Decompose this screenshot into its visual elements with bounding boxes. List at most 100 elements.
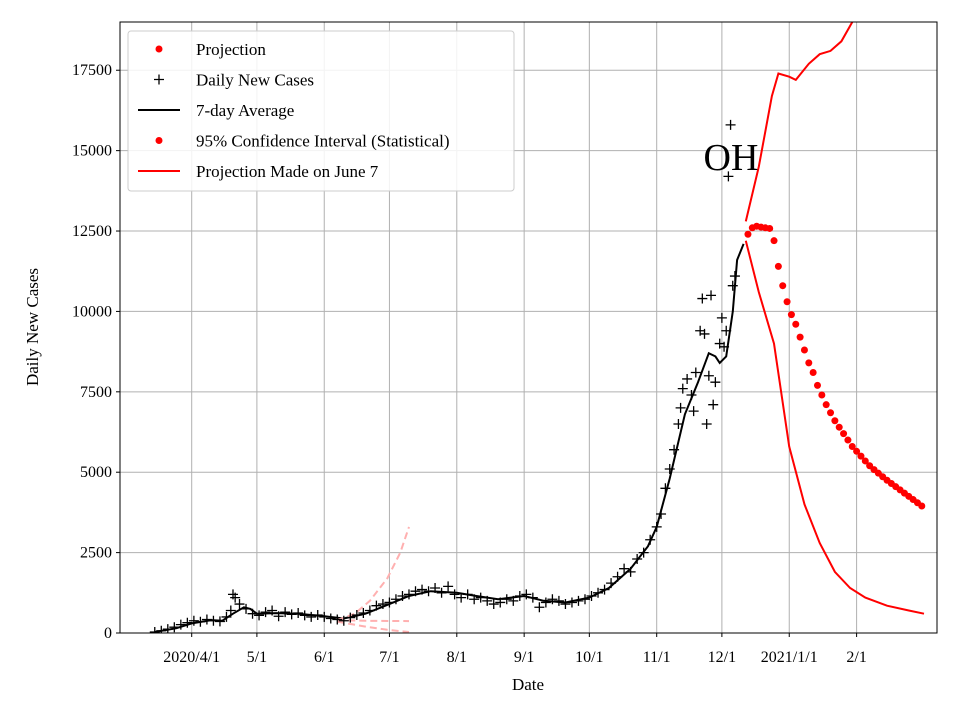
projection-dot bbox=[744, 230, 752, 238]
projection-dot bbox=[783, 298, 791, 306]
daily-case-marker bbox=[547, 594, 558, 605]
y-axis-label: Daily New Cases bbox=[23, 268, 42, 386]
x-tick-label: 2021/1/1 bbox=[761, 649, 818, 666]
projection-dot bbox=[827, 409, 835, 417]
daily-case-marker bbox=[221, 611, 232, 622]
daily-case-marker bbox=[410, 586, 421, 597]
daily-case-marker bbox=[593, 587, 604, 598]
series-line bbox=[337, 620, 410, 633]
x-tick-label: 8/1 bbox=[447, 649, 467, 666]
daily-case-marker bbox=[175, 619, 186, 630]
daily-case-marker bbox=[645, 534, 656, 545]
daily-case-marker bbox=[267, 605, 278, 616]
daily-case-marker bbox=[149, 627, 160, 633]
x-tick-label: 11/1 bbox=[643, 649, 671, 666]
y-tick-label: 15000 bbox=[72, 143, 112, 160]
daily-case-marker bbox=[293, 608, 304, 619]
projection-dot bbox=[822, 401, 830, 409]
series-line bbox=[337, 619, 410, 623]
projection-dot bbox=[853, 447, 861, 455]
x-axis-ticks: 2020/4/1 5/1 6/1 7/1 8/1 9/1 10/1 11/1 12/1 2021/… bbox=[163, 633, 867, 666]
daily-case-marker bbox=[449, 589, 460, 600]
x-tick-label: 2/1 bbox=[846, 649, 866, 666]
daily-case-marker bbox=[488, 599, 499, 610]
projection-dot bbox=[787, 311, 795, 319]
series-line bbox=[154, 243, 745, 633]
projection-dot bbox=[796, 333, 804, 341]
daily-case-marker bbox=[725, 119, 736, 130]
daily-case-marker bbox=[475, 592, 486, 603]
projection-dot bbox=[818, 391, 826, 399]
daily-case-marker bbox=[719, 341, 730, 352]
daily-case-marker bbox=[579, 594, 590, 605]
daily-case-marker bbox=[156, 625, 167, 633]
daily-case-marker bbox=[612, 571, 623, 582]
daily-case-marker bbox=[697, 293, 708, 304]
daily-case-marker bbox=[677, 383, 688, 394]
daily-case-marker bbox=[338, 615, 349, 626]
series-layer bbox=[149, 22, 926, 633]
legend: Projection Daily New Cases 7-day Average 95… bbox=[127, 30, 515, 192]
daily-case-marker bbox=[495, 597, 506, 608]
series-daily-new-cases bbox=[149, 119, 740, 633]
daily-case-marker bbox=[247, 608, 258, 619]
legend-box bbox=[127, 30, 515, 192]
daily-case-marker bbox=[280, 607, 291, 618]
daily-case-marker bbox=[656, 509, 667, 520]
daily-case-marker bbox=[573, 595, 584, 606]
daily-case-marker bbox=[706, 290, 717, 301]
daily-case-marker bbox=[234, 599, 245, 610]
daily-case-marker bbox=[456, 592, 467, 603]
daily-case-marker bbox=[482, 595, 493, 606]
daily-case-marker bbox=[162, 624, 173, 633]
series-line bbox=[744, 22, 854, 222]
daily-case-marker bbox=[364, 605, 375, 616]
daily-case-marker bbox=[443, 581, 454, 592]
series-projection bbox=[744, 222, 926, 510]
daily-case-marker bbox=[230, 592, 241, 603]
series-7-day-average bbox=[154, 243, 745, 633]
daily-case-marker bbox=[260, 607, 271, 618]
daily-case-marker bbox=[508, 595, 519, 606]
daily-case-marker bbox=[397, 591, 408, 602]
daily-case-marker bbox=[384, 597, 395, 608]
daily-case-marker bbox=[345, 612, 356, 623]
daily-case-marker bbox=[675, 402, 686, 413]
daily-case-marker bbox=[423, 586, 434, 597]
daily-case-marker bbox=[195, 616, 206, 627]
daily-case-marker bbox=[566, 597, 577, 608]
daily-case-marker bbox=[638, 547, 649, 558]
projection-dot bbox=[813, 381, 821, 389]
x-tick-label: 2020/4/1 bbox=[163, 649, 220, 666]
daily-case-marker bbox=[521, 589, 532, 600]
series-projection-lower bbox=[744, 240, 925, 615]
projection-dot bbox=[774, 262, 782, 270]
projection-dot bbox=[809, 369, 817, 377]
daily-case-marker bbox=[319, 611, 330, 622]
daily-case-marker bbox=[669, 444, 680, 455]
daily-case-marker bbox=[299, 610, 310, 621]
x-tick-label: 6/1 bbox=[314, 649, 334, 666]
daily-case-marker bbox=[501, 594, 512, 605]
projection-dot bbox=[861, 457, 869, 465]
daily-case-marker bbox=[729, 271, 740, 282]
daily-case-marker bbox=[703, 370, 714, 381]
daily-case-marker bbox=[514, 591, 525, 602]
daily-case-marker bbox=[436, 587, 447, 598]
daily-case-marker bbox=[462, 589, 473, 600]
daily-case-marker bbox=[688, 406, 699, 417]
daily-case-marker bbox=[254, 610, 265, 621]
series-june-7-ci-mid bbox=[337, 619, 410, 623]
y-tick-label: 0 bbox=[104, 625, 112, 642]
daily-case-marker bbox=[723, 171, 734, 182]
series-line bbox=[336, 526, 410, 622]
daily-case-marker bbox=[586, 591, 597, 602]
daily-case-marker bbox=[619, 563, 630, 574]
legend-dot-icon bbox=[155, 137, 163, 144]
projection-dot bbox=[766, 224, 774, 232]
daily-case-marker bbox=[534, 602, 545, 613]
legend-plus-icon bbox=[154, 74, 164, 85]
projection-dot bbox=[831, 417, 839, 425]
x-tick-label: 12/1 bbox=[708, 649, 736, 666]
projection-dot bbox=[848, 442, 856, 450]
